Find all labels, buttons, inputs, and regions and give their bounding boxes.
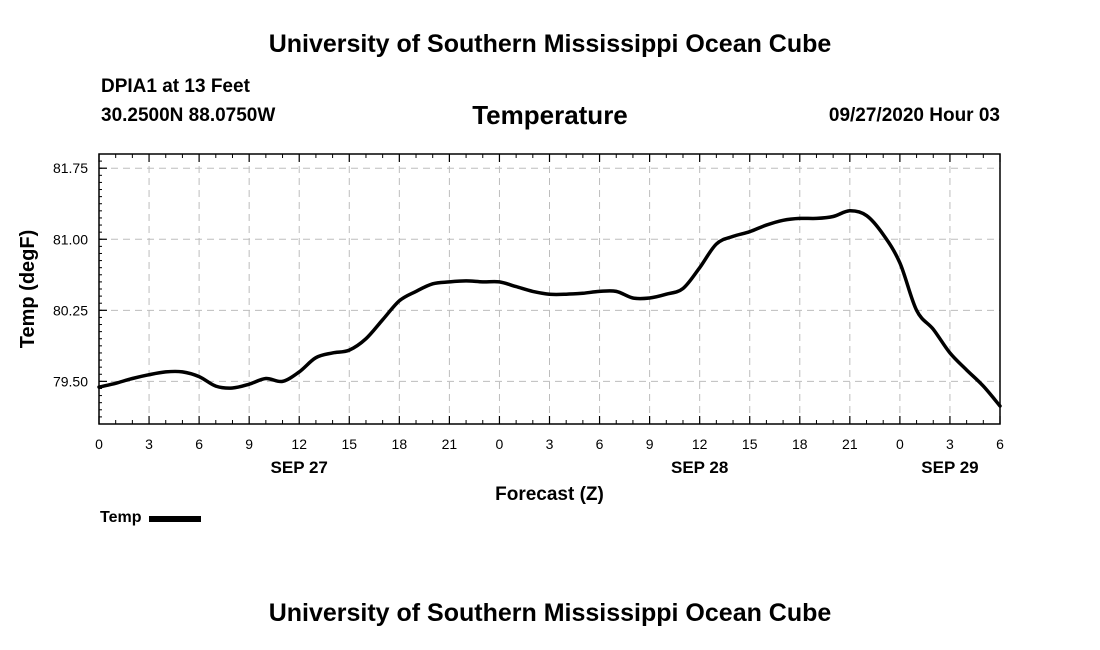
legend-label: Temp	[100, 509, 142, 526]
station-label: DPIA1 at 13 Feet	[101, 76, 250, 97]
legend: Temp	[100, 509, 202, 527]
y-tick-label: 79.50	[53, 373, 88, 389]
date-label: SEP 27	[271, 458, 328, 477]
date-label: SEP 29	[921, 458, 978, 477]
y-tick-label: 81.00	[53, 231, 88, 247]
x-tick-label: 12	[291, 436, 307, 452]
x-tick-label: 9	[245, 436, 253, 452]
x-tick-label: 18	[392, 436, 408, 452]
x-tick-label: 9	[646, 436, 654, 452]
x-tick-label: 12	[692, 436, 708, 452]
temp-series-line	[97, 209, 1002, 408]
y-tick-label: 81.75	[53, 160, 88, 176]
coordinates-label: 30.2500N 88.0750W	[101, 105, 276, 126]
date-label: SEP 28	[671, 458, 728, 477]
x-tick-label: 0	[496, 436, 504, 452]
forecast-datetime: 09/27/2020 Hour 03	[828, 105, 1000, 126]
x-axis-label: Forecast (Z)	[495, 484, 604, 505]
legend-line-swatch	[149, 516, 202, 522]
x-tick-label: 6	[195, 436, 203, 452]
chart-title: Temperature	[472, 100, 628, 130]
x-tick-label: 21	[442, 436, 458, 452]
x-tick-label: 15	[341, 436, 357, 452]
y-tick-label: 80.25	[53, 302, 88, 318]
x-tick-label: 6	[596, 436, 604, 452]
x-tick-label: 3	[946, 436, 954, 452]
y-axis-label: Temp (degF)	[17, 230, 39, 349]
x-tick-label: 3	[145, 436, 153, 452]
x-tick-label: 0	[896, 436, 904, 452]
x-tick-label: 21	[842, 436, 858, 452]
x-tick-label: 6	[996, 436, 1004, 452]
bottom-title: University of Southern Mississippi Ocean…	[268, 599, 832, 627]
top-title: University of Southern Mississippi Ocean…	[268, 30, 832, 58]
x-tick-label: 18	[792, 436, 808, 452]
x-tick-label: 0	[95, 436, 103, 452]
x-tick-label: 15	[742, 436, 758, 452]
x-tick-label: 3	[546, 436, 554, 452]
